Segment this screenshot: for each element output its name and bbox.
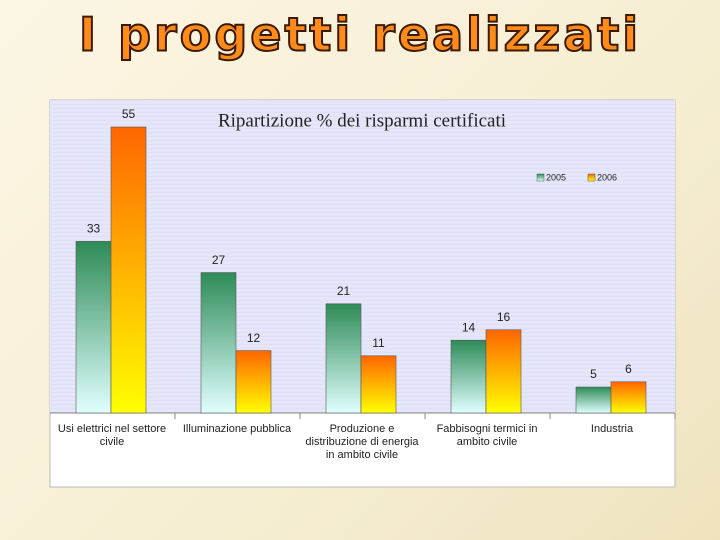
value-label: 27 — [212, 253, 226, 267]
bar — [450, 339, 487, 414]
value-label: 11 — [372, 336, 385, 350]
x-tick-label: Industria — [590, 423, 634, 435]
value-label: 5 — [590, 367, 597, 381]
x-tick-label: Usi elettrici nel settore civile — [57, 423, 167, 448]
bar — [575, 386, 612, 414]
value-label: 21 — [337, 284, 351, 298]
x-tick-label: Illuminazione pubblica — [182, 423, 292, 435]
bar — [360, 355, 397, 414]
bar — [200, 272, 237, 414]
x-tick-label: Produzione e distribuzione di energia in… — [305, 423, 419, 461]
value-label: 6 — [625, 362, 632, 376]
legend-label: 2006 — [597, 172, 617, 182]
legend-swatch — [587, 173, 596, 182]
bar — [325, 303, 362, 414]
chart-title: Ripartizione % dei risparmi certificati — [218, 110, 506, 131]
bar — [110, 126, 147, 414]
value-label: 33 — [87, 222, 101, 236]
slide-title: I progetti realizzati — [79, 8, 641, 62]
x-tick-label: Fabbisogni termici in ambito civile — [436, 423, 538, 448]
value-label: 55 — [122, 107, 136, 121]
legend-swatch — [536, 173, 545, 182]
value-label: 14 — [462, 320, 476, 334]
legend-label: 2005 — [546, 172, 566, 182]
value-label: 16 — [497, 310, 511, 324]
bar — [75, 241, 112, 414]
bar — [235, 350, 272, 414]
bar — [485, 329, 522, 414]
bar — [610, 381, 647, 414]
value-label: 12 — [247, 331, 261, 345]
